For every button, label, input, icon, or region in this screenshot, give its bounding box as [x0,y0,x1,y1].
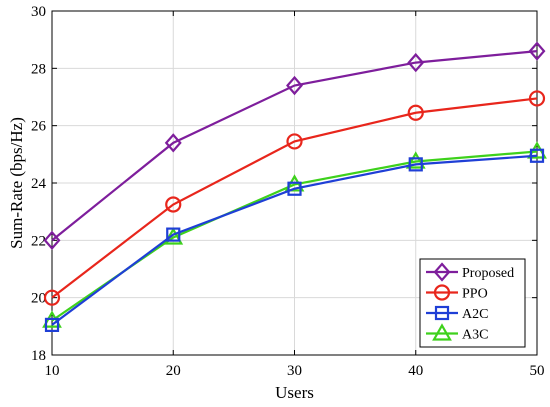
legend-label-proposed: Proposed [462,266,514,281]
data-point-ppo [528,90,546,107]
series-line-ppo [51,97,538,299]
y-tick-label: 20 [31,291,46,307]
data-point-ppo [407,104,424,121]
data-point-proposed [286,75,303,96]
legend-label-a3c: A3C [462,328,488,343]
y-tick-label: 22 [31,233,46,249]
data-point-proposed [407,52,425,73]
x-tick-label: 30 [287,363,302,379]
x-tick-label: 10 [45,363,60,379]
legend-label-ppo: PPO [462,287,488,302]
x-tick-label: 50 [530,363,545,379]
series-proposed [43,41,546,251]
data-point-a2c [44,317,60,332]
data-point-a2c [408,157,423,172]
data-point-a2c [529,148,545,163]
data-point-ppo [286,133,303,150]
x-axis-title: Users [275,383,314,402]
data-point-proposed [528,41,546,61]
data-point-ppo [43,289,61,306]
data-point-ppo [165,196,182,213]
legend-marker-ppo [433,284,451,301]
legend: Proposed PPO A2C A3C [419,258,526,348]
data-point-a2c [287,181,302,196]
data-point-a2c [166,227,181,242]
legend-label-a2c: A2C [462,307,488,322]
x-tick-label: 40 [408,363,423,379]
data-point-proposed [43,230,61,251]
x-tick-label: 20 [166,363,181,379]
legend-marker-a3c [432,323,452,341]
data-point-a3c [405,151,426,169]
y-axis-title: Sum-Rate (bps/Hz) [7,117,26,249]
axis-ticks: 10 20 30 40 50 18 20 22 24 26 28 30 [31,4,545,379]
legend-marker-proposed [433,262,451,282]
series-a2c [44,148,545,332]
series-line-a2c [51,154,538,326]
series-line-proposed [51,50,538,242]
y-tick-label: 28 [31,61,46,77]
series-layer [42,41,547,332]
legend-marker-a2c [434,305,450,321]
y-tick-label: 18 [31,348,46,364]
series-ppo [43,90,546,306]
data-point-proposed [164,133,182,153]
y-tick-label: 30 [31,4,46,20]
y-tick-label: 24 [31,176,47,192]
y-tick-label: 26 [31,119,47,135]
